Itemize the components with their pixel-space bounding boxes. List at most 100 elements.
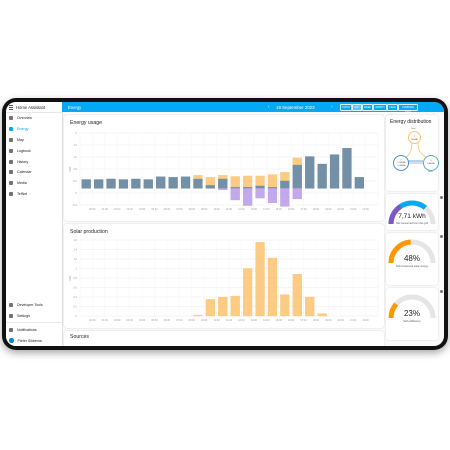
- menu-icon[interactable]: [9, 104, 13, 110]
- x-tick-label: 18:00: [313, 319, 320, 322]
- avatar: [9, 338, 14, 343]
- bar-grid-1300[interactable]: [243, 186, 253, 189]
- bar-grid-1400[interactable]: [255, 185, 265, 189]
- x-tick-label: 04:00: [139, 319, 146, 322]
- compare-data-button[interactable]: COMPARE DATA: [398, 104, 418, 114]
- bar-grid-0600[interactable]: [156, 176, 166, 189]
- gauge-return-segment: [388, 204, 402, 225]
- sidebar-item-media[interactable]: Media: [6, 178, 62, 189]
- bar-solar-1200[interactable]: [230, 176, 240, 188]
- week-button[interactable]: WEEK: [362, 104, 373, 112]
- bar-return-1600[interactable]: [280, 188, 290, 207]
- bar-grid-0700[interactable]: [168, 177, 178, 189]
- bar-return-1400[interactable]: [255, 188, 265, 199]
- bar-solar-1700[interactable]: [292, 274, 302, 317]
- sidebar-item-notifications[interactable]: Notifications: [6, 324, 62, 335]
- sidebar-item-energy[interactable]: Energy: [6, 124, 62, 135]
- previous-period-button[interactable]: ‹: [268, 104, 270, 109]
- info-icon[interactable]: [440, 235, 443, 238]
- bar-grid-2000[interactable]: [329, 154, 340, 189]
- bar-grid-0100[interactable]: [94, 179, 104, 189]
- bar-solar-0900[interactable]: [193, 314, 203, 317]
- info-icon[interactable]: [440, 290, 443, 293]
- energy-distribution-title: Energy distribution: [390, 119, 432, 125]
- today-button[interactable]: TODAY: [340, 104, 352, 112]
- bar-grid-1500[interactable]: [267, 186, 278, 189]
- sidebar-item-pieter-sikkema[interactable]: Pieter Sikkema: [6, 335, 62, 346]
- sidebar-divider: [6, 322, 62, 324]
- sidebar-item-overview[interactable]: Overview: [6, 113, 62, 124]
- bar-grid-0200[interactable]: [106, 178, 116, 189]
- bar-grid-0300[interactable]: [118, 179, 129, 189]
- grid-node[interactable]: ⚡ ← 4,66 kWh → 0,00 kWh: [393, 155, 409, 171]
- bar-grid-1700[interactable]: [292, 164, 302, 189]
- year-button[interactable]: YEAR: [387, 104, 398, 112]
- x-tick-label: 00:00: [89, 319, 96, 322]
- gauge-arc: [388, 294, 436, 319]
- bar-grid-0500[interactable]: [143, 179, 153, 189]
- bar-solar-1400[interactable]: [255, 242, 265, 317]
- solar-node[interactable]: ☀ 0,0 kWh: [408, 131, 421, 144]
- sidebar-item-calendar[interactable]: Calendar: [6, 167, 62, 178]
- bar-grid-1200[interactable]: [230, 186, 240, 189]
- bar-solar-1500[interactable]: [267, 257, 278, 317]
- view-dashboard-icon: [9, 116, 13, 121]
- y-tick-label: 0.4: [73, 295, 77, 299]
- bar-solar-1500[interactable]: [267, 174, 278, 188]
- bar-grid-0800[interactable]: [180, 176, 191, 189]
- bar-solar-1900[interactable]: [317, 313, 327, 317]
- info-icon[interactable]: [440, 196, 443, 199]
- month-button[interactable]: MONTH: [373, 104, 387, 112]
- sources-card: Sources: [64, 331, 384, 346]
- bar-grid-1900[interactable]: [317, 163, 327, 189]
- bar-solar-1700[interactable]: [292, 157, 302, 165]
- sidebar-item-telnet[interactable]: TelNet: [6, 189, 62, 200]
- bar-solar-1100[interactable]: [218, 296, 228, 317]
- gauge-fill: [388, 239, 412, 264]
- date-display[interactable]: 18 September 2023: [276, 104, 315, 110]
- bar-return-1100[interactable]: [218, 188, 228, 190]
- y-tick-label: 0: [76, 314, 78, 318]
- bar-grid-1800[interactable]: [305, 156, 315, 189]
- bar-grid-0900[interactable]: [193, 178, 203, 189]
- y-tick-label: -0.4: [73, 203, 78, 207]
- x-tick-label: 02:00: [114, 319, 121, 322]
- bar-solar-1600[interactable]: [280, 294, 290, 317]
- bar-solar-1100[interactable]: [218, 175, 228, 179]
- sidebar-item-map[interactable]: Map: [6, 135, 62, 146]
- bar-solar-1400[interactable]: [255, 175, 265, 186]
- bar-solar-1200[interactable]: [230, 295, 240, 317]
- bar-solar-1300[interactable]: [243, 268, 253, 317]
- bar-grid-2200[interactable]: [354, 177, 364, 189]
- bar-solar-1600[interactable]: [280, 172, 290, 181]
- bar-return-1300[interactable]: [243, 188, 253, 206]
- sidebar-item-logbook[interactable]: Logbook: [6, 145, 62, 156]
- bar-solar-0900[interactable]: [193, 175, 203, 179]
- bar-grid-2100[interactable]: [342, 148, 352, 189]
- y-axis-label: kWh: [69, 275, 72, 280]
- gauge-value: 7,71 kWh: [398, 213, 426, 220]
- day-button[interactable]: DAY: [352, 104, 362, 112]
- bar-solar-1800[interactable]: [305, 296, 315, 317]
- y-tick-label: 0.8: [73, 276, 77, 280]
- sidebar-item-history[interactable]: History: [6, 156, 62, 167]
- bar-solar-1300[interactable]: [243, 175, 253, 188]
- next-period-button[interactable]: ›: [331, 104, 333, 109]
- cog-icon: [9, 314, 13, 318]
- x-tick-label: 08:00: [189, 208, 196, 211]
- sidebar-item-settings[interactable]: Settings: [6, 311, 62, 322]
- bar-grid-1600[interactable]: [280, 180, 290, 189]
- x-tick-label: 04:00: [139, 208, 146, 211]
- bar-grid-0000[interactable]: [81, 179, 91, 189]
- bar-solar-1000[interactable]: [205, 177, 215, 186]
- bar-return-1200[interactable]: [230, 188, 240, 201]
- bar-grid-0400[interactable]: [131, 178, 141, 189]
- bar-solar-1000[interactable]: [205, 299, 215, 317]
- sidebar-item-developer-tools[interactable]: Developer Tools: [6, 300, 62, 311]
- home-node[interactable]: ⌂ 1,88 kWh: [423, 155, 439, 171]
- x-tick-label: 21:00: [350, 208, 357, 211]
- bar-grid-1000[interactable]: [205, 184, 215, 189]
- bar-grid-1100[interactable]: [218, 178, 228, 189]
- bar-return-1500[interactable]: [267, 188, 278, 203]
- bar-return-1700[interactable]: [292, 188, 302, 200]
